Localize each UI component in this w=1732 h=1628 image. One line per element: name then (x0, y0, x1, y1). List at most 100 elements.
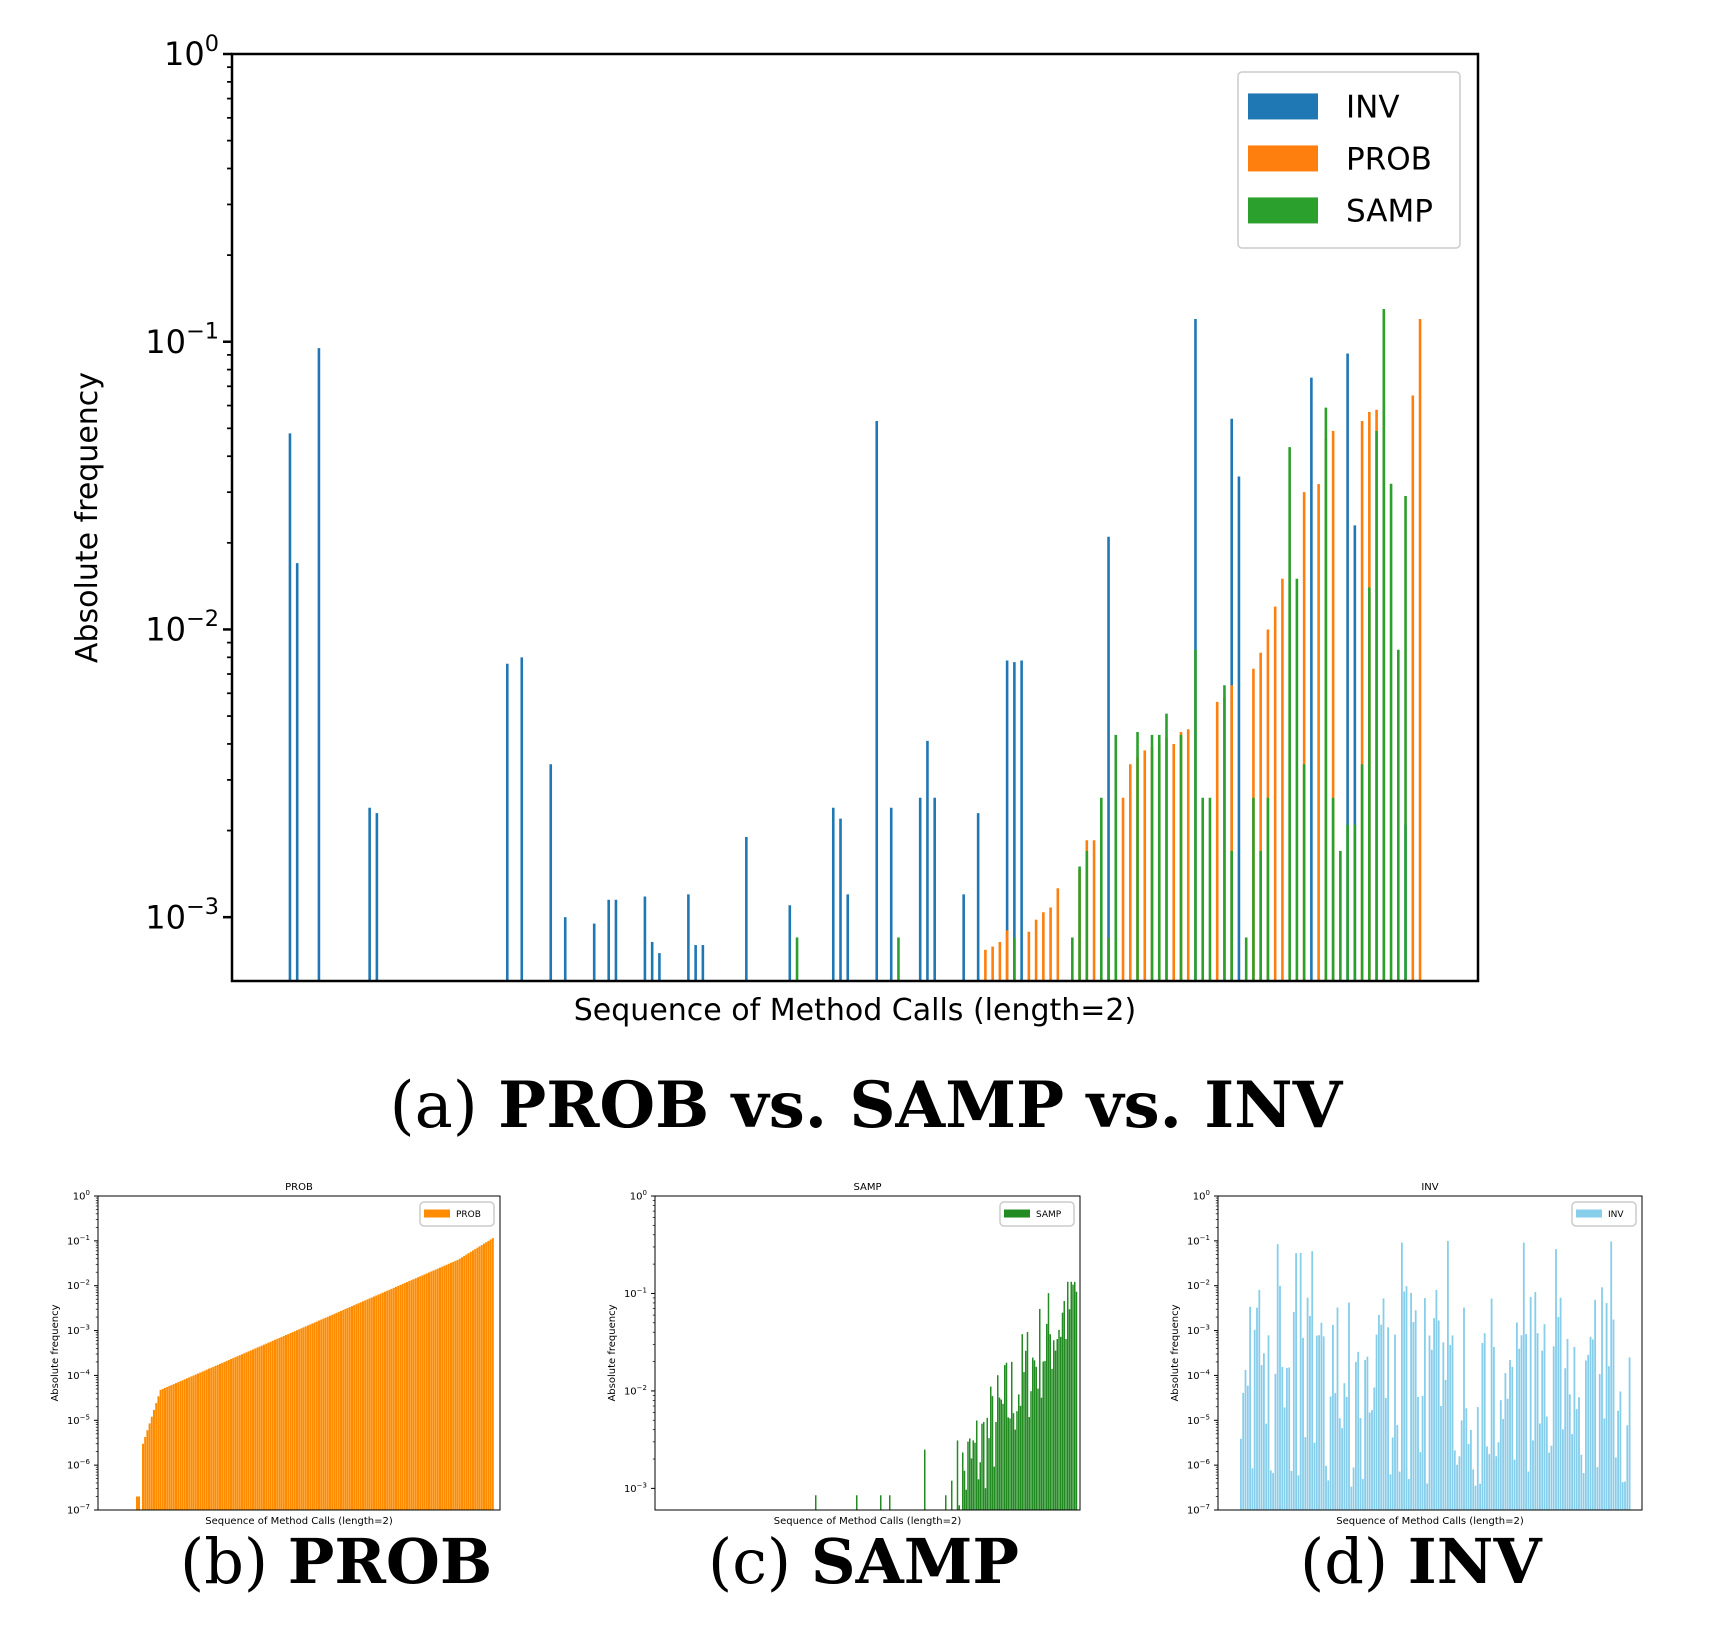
bar-inv (1251, 1468, 1254, 1510)
bar-prob (304, 1326, 307, 1510)
bar-prob (340, 1310, 342, 1510)
bar-inv (1306, 1297, 1309, 1510)
bar-inv (1573, 1347, 1576, 1510)
bar-prob (201, 1371, 204, 1510)
bar-inv (1504, 1373, 1507, 1510)
bar-prob (344, 1309, 347, 1510)
bar-inv (1435, 1289, 1438, 1510)
bar-prob (164, 1387, 166, 1510)
bar-inv (1449, 1344, 1452, 1510)
bar-prob (434, 1269, 437, 1510)
bar-samp (1002, 1403, 1004, 1510)
bar-inv (1352, 1467, 1355, 1510)
bar-prob (485, 1242, 488, 1510)
bar-inv (1513, 1459, 1516, 1510)
bar-inv (1279, 1285, 1281, 1510)
bar-inv (1476, 1407, 1479, 1510)
bar-inv (1619, 1391, 1622, 1510)
bar-inv (1325, 1465, 1327, 1510)
bar-prob (421, 1275, 424, 1510)
legend-swatch-inv (1576, 1209, 1602, 1218)
bar-inv (1594, 1299, 1596, 1510)
y-tick-label: 10−1 (1187, 1234, 1210, 1248)
bar-inv (1479, 1483, 1481, 1510)
caption-d: (d) INV (1300, 1525, 1542, 1598)
bar-samp (997, 1375, 999, 1510)
bar-prob (289, 1333, 292, 1510)
bar-inv (1440, 1406, 1442, 1510)
bar-prob (280, 1336, 283, 1510)
bar-prob (348, 1307, 351, 1510)
bar-prob (313, 1322, 316, 1510)
bar-inv (1263, 1353, 1265, 1510)
bar-samp (1000, 1399, 1002, 1510)
bar-inv (1442, 1342, 1445, 1510)
bar-prob (469, 1251, 472, 1510)
bar-inv (1283, 1407, 1286, 1510)
bar-samp (1042, 1361, 1044, 1510)
bar-prob (454, 1260, 457, 1510)
bar-prob (150, 1416, 153, 1510)
y-tick-label: 10−3 (145, 894, 219, 936)
bar-prob (232, 1358, 235, 1510)
bar-prob (199, 1372, 202, 1510)
bar-prob (307, 1325, 309, 1510)
bar-inv (1318, 1335, 1320, 1510)
bar-inv (1341, 1428, 1343, 1510)
bar-samp (958, 1505, 960, 1510)
bar-prob (346, 1308, 349, 1510)
bar-inv (1451, 1335, 1454, 1510)
bar-inv (1598, 1374, 1601, 1510)
bar-prob (300, 1328, 303, 1510)
bar-inv (1380, 1324, 1383, 1510)
bar-inv (1253, 1329, 1256, 1510)
bar-samp (1028, 1417, 1030, 1510)
y-axis-label: Absolute frequency (607, 1304, 618, 1401)
legend: INV (1571, 1201, 1637, 1227)
bar-prob (285, 1334, 287, 1510)
bar-prob (320, 1319, 323, 1510)
bar-inv (1338, 1418, 1341, 1510)
bar-prob (331, 1314, 334, 1510)
bar-inv (1345, 1396, 1348, 1510)
bar-samp (1046, 1323, 1048, 1510)
bar-prob (337, 1311, 340, 1510)
bar-inv (1486, 1446, 1488, 1510)
bar-prob (157, 1396, 160, 1510)
bar-inv (1541, 1350, 1544, 1510)
bar-prob (258, 1346, 261, 1510)
bar-samp (990, 1386, 992, 1510)
bar-prob (364, 1300, 367, 1510)
bar-inv (1357, 1351, 1360, 1510)
legend-label-samp: SAMP (1036, 1210, 1062, 1220)
bar-samp (1014, 1429, 1016, 1510)
bar-inv (1375, 1334, 1378, 1510)
bar-prob (381, 1292, 384, 1510)
legend: SAMP (999, 1201, 1075, 1227)
bar-prob (170, 1385, 173, 1510)
legend-swatch-inv (1248, 93, 1318, 120)
bar-prob (467, 1253, 470, 1510)
bar-prob (432, 1270, 435, 1510)
bar-inv (1424, 1298, 1426, 1510)
bar-inv (1246, 1385, 1249, 1510)
bar-samp (963, 1470, 966, 1510)
bar-inv (1329, 1396, 1332, 1510)
bar-prob (351, 1306, 353, 1510)
bar-prob (311, 1323, 314, 1510)
x-axis-label: Sequence of Method Calls (length=2) (205, 1516, 393, 1527)
bar-samp (1025, 1350, 1027, 1510)
bar-inv (1559, 1297, 1562, 1510)
bar-samp (993, 1466, 995, 1510)
bar-inv (1276, 1244, 1279, 1510)
bar-inv (1527, 1471, 1530, 1510)
y-tick-label: 10−1 (67, 1234, 90, 1248)
bar-inv (1603, 1418, 1606, 1510)
bar-prob (397, 1285, 400, 1510)
bar-samp (924, 1449, 926, 1510)
bar-inv (1320, 1322, 1323, 1510)
bar-inv (1591, 1339, 1594, 1510)
bar-prob (256, 1347, 259, 1510)
bar-samp (984, 1488, 987, 1510)
